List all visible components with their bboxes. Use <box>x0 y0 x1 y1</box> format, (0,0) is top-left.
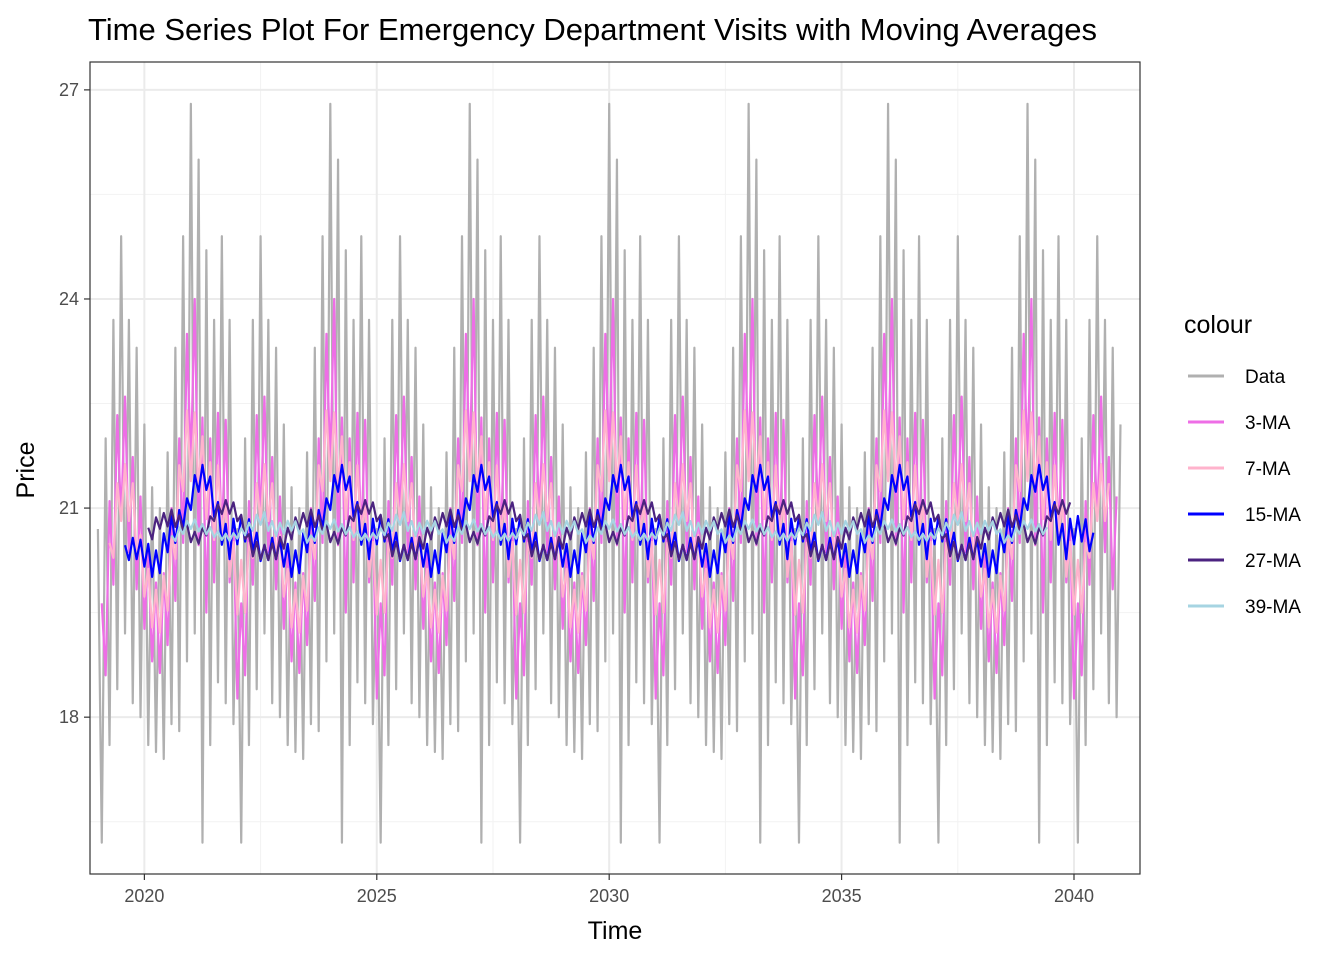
y-tick-label: 24 <box>59 289 79 309</box>
plot-area <box>89 61 1141 875</box>
x-axis: 2020 2025 2030 2035 2040 <box>124 874 1094 906</box>
series-line-39-ma <box>170 510 1048 544</box>
series-line-15-ma <box>123 463 1095 578</box>
legend-label: 39-MA <box>1245 597 1301 618</box>
legend-label: 7-MA <box>1245 459 1291 480</box>
legend: colour Data 3-MA 7-MA 15-MA 27-MA 39-MA <box>1184 311 1301 618</box>
x-tick-label: 2025 <box>357 886 397 906</box>
legend-label: Data <box>1245 367 1286 388</box>
x-tick-label: 2020 <box>124 886 164 906</box>
y-axis-title: Price <box>12 442 40 499</box>
y-axis: 18 21 24 27 <box>59 80 90 727</box>
legend-label: 3-MA <box>1245 413 1291 434</box>
x-tick-label: 2030 <box>589 886 629 906</box>
legend-label: 27-MA <box>1245 551 1301 572</box>
plot-border <box>89 61 1141 875</box>
series-lines <box>96 102 1122 844</box>
legend-title: colour <box>1184 311 1252 339</box>
series-line-data <box>96 102 1122 844</box>
legend-label: 15-MA <box>1245 505 1301 526</box>
chart-title: Time Series Plot For Emergency Departmen… <box>88 12 1097 47</box>
y-tick-label: 27 <box>59 80 79 100</box>
x-tick-label: 2040 <box>1054 886 1094 906</box>
x-axis-title: Time <box>588 917 643 945</box>
series-line-27-ma <box>147 498 1072 562</box>
y-tick-label: 21 <box>59 498 79 518</box>
y-tick-label: 18 <box>59 707 79 727</box>
x-tick-label: 2035 <box>822 886 862 906</box>
legend-items: Data 3-MA 7-MA 15-MA 27-MA 39-MA <box>1188 367 1301 618</box>
